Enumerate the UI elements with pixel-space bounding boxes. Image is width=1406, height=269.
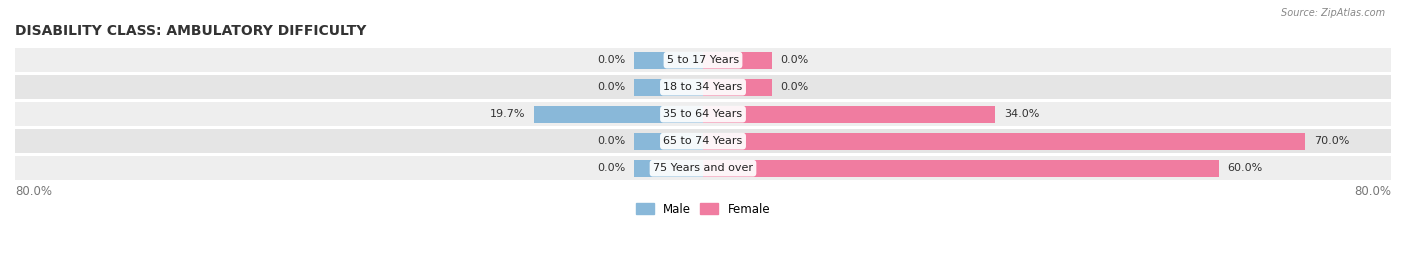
Text: 0.0%: 0.0% [780,55,808,65]
Text: 0.0%: 0.0% [598,136,626,146]
Bar [634,160,703,176]
Bar [634,133,703,150]
Bar [703,160,1219,176]
Bar [703,79,772,95]
Text: 0.0%: 0.0% [598,55,626,65]
Legend: Male, Female: Male, Female [631,198,775,220]
Text: 5 to 17 Years: 5 to 17 Years [666,55,740,65]
Bar [15,156,1391,180]
Text: 0.0%: 0.0% [598,82,626,92]
Bar [15,48,1391,72]
Text: 34.0%: 34.0% [1004,109,1039,119]
Text: 75 Years and over: 75 Years and over [652,163,754,173]
Text: 65 to 74 Years: 65 to 74 Years [664,136,742,146]
Text: 80.0%: 80.0% [15,185,52,198]
Bar [15,129,1391,153]
Bar [703,52,772,69]
Text: 18 to 34 Years: 18 to 34 Years [664,82,742,92]
Text: 70.0%: 70.0% [1313,136,1348,146]
Text: DISABILITY CLASS: AMBULATORY DIFFICULTY: DISABILITY CLASS: AMBULATORY DIFFICULTY [15,24,367,38]
Text: Source: ZipAtlas.com: Source: ZipAtlas.com [1281,8,1385,18]
Bar [634,79,703,95]
Text: 35 to 64 Years: 35 to 64 Years [664,109,742,119]
Bar [534,106,703,123]
Text: 80.0%: 80.0% [1354,185,1391,198]
Bar [15,75,1391,99]
Bar [15,102,1391,126]
Text: 0.0%: 0.0% [598,163,626,173]
Text: 19.7%: 19.7% [489,109,524,119]
Bar [703,106,995,123]
Bar [703,133,1305,150]
Bar [634,52,703,69]
Text: 60.0%: 60.0% [1227,163,1263,173]
Text: 0.0%: 0.0% [780,82,808,92]
